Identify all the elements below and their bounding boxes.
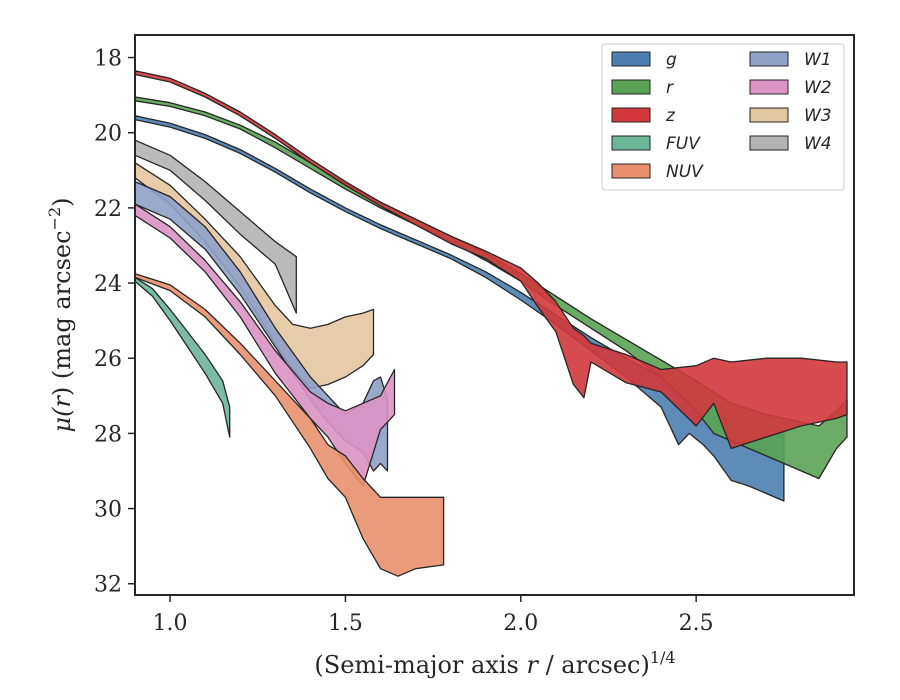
series-bands xyxy=(134,70,848,577)
band-z xyxy=(134,70,848,450)
legend-swatch-W4 xyxy=(749,135,789,151)
band-FUV xyxy=(134,276,231,438)
legend-swatch-W1 xyxy=(749,51,789,67)
legend-swatch-FUV xyxy=(611,135,651,151)
legend-label-W4: W4 xyxy=(804,134,832,154)
y-tick-label: 18 xyxy=(94,47,122,72)
legend-label-g: g xyxy=(666,50,677,70)
legend-swatch-r xyxy=(611,79,651,95)
y-tick-label: 32 xyxy=(94,573,122,598)
legend: grz FUV NUV W1 W2 W3 W4 xyxy=(601,43,845,191)
legend-label-W2: W2 xyxy=(804,78,832,98)
y-tick-label: 26 xyxy=(94,347,122,372)
band-g xyxy=(134,115,785,502)
legend-label-z: z xyxy=(665,106,676,126)
x-axis-label: (Semi-major axis r / arcsec)1/4 xyxy=(314,648,675,679)
band-W4 xyxy=(134,139,297,314)
x-tick-label: 1.5 xyxy=(328,611,363,636)
y-axis-ticks: 18 20 22 24 26 28 30 32 xyxy=(94,47,135,598)
x-tick-label: 1.0 xyxy=(153,611,188,636)
legend-label-W1: W1 xyxy=(804,50,832,70)
y-tick-label: 22 xyxy=(94,197,122,222)
band-W2 xyxy=(134,203,396,487)
band-NUV xyxy=(134,273,445,577)
x-tick-label: 2.5 xyxy=(679,611,714,636)
y-tick-label: 28 xyxy=(94,422,122,447)
plot-frame xyxy=(134,34,855,596)
x-axis-ticks: 1.0 1.5 2.0 2.5 xyxy=(153,595,714,636)
legend-swatch-g xyxy=(611,51,651,67)
x-tick-label: 2.0 xyxy=(503,611,538,636)
legend-label-r: r xyxy=(666,78,674,98)
y-tick-label: 20 xyxy=(94,122,122,147)
legend-items: grz FUV NUV W1 W2 W3 W4 xyxy=(611,50,832,182)
legend-swatch-NUV xyxy=(611,163,651,179)
legend-swatch-z xyxy=(611,107,651,123)
y-axis-label: μ(r) (mag arcsec−2) xyxy=(45,197,76,432)
band-W1 xyxy=(134,180,389,472)
y-tick-label: 30 xyxy=(94,498,122,523)
legend-label-FUV: FUV xyxy=(666,134,701,154)
legend-swatch-W2 xyxy=(749,79,789,95)
y-tick-label: 24 xyxy=(94,272,122,297)
legend-swatch-W3 xyxy=(749,107,789,123)
legend-label-NUV: NUV xyxy=(666,162,704,182)
legend-label-W3: W3 xyxy=(804,106,832,126)
